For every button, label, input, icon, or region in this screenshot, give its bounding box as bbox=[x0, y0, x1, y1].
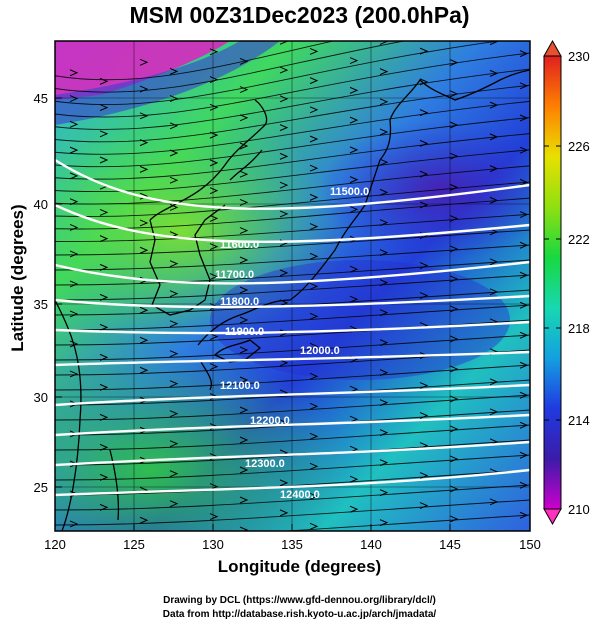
x-tick-label: 120 bbox=[44, 537, 66, 552]
contour-label: 12400.0 bbox=[280, 489, 320, 501]
contour-label: 12300.0 bbox=[245, 458, 285, 470]
footer-credit-drawing: Drawing by DCL (https://www.gfd-dennou.o… bbox=[163, 595, 436, 606]
contour-line bbox=[55, 413, 530, 437]
x-axis-label: Longitude (degrees) bbox=[217, 557, 382, 576]
contour-label: 11700.0 bbox=[215, 269, 254, 281]
contour-line bbox=[55, 203, 530, 243]
contour-label: 12000.0 bbox=[300, 345, 340, 357]
lat-lon-grid bbox=[55, 41, 530, 531]
x-tick-label: 150 bbox=[519, 537, 541, 552]
chart-title: MSM 00Z31Dec2023 (200.0hPa) bbox=[129, 2, 470, 28]
contour-label: 11600.0 bbox=[220, 239, 259, 251]
colorbar-tick-label: 214 bbox=[568, 413, 590, 428]
x-tick-label: 145 bbox=[439, 537, 461, 552]
contour-label: 12200.0 bbox=[250, 415, 290, 427]
colorbar-tick-label: 230 bbox=[568, 49, 590, 64]
contour-label: 11800.0 bbox=[220, 296, 259, 308]
contour-line bbox=[55, 350, 530, 367]
y-tick-label: 40 bbox=[34, 197, 48, 212]
x-tick-label: 130 bbox=[202, 537, 224, 552]
y-tick-label: 30 bbox=[34, 390, 48, 405]
colorbar-tick-label: 226 bbox=[568, 139, 590, 154]
contour-line bbox=[55, 383, 530, 407]
y-tick-label: 45 bbox=[34, 91, 48, 106]
colorbar: 230 226 222 218 214 210 bbox=[543, 39, 590, 526]
footer-credit-data: Data from http://database.rish.kyoto-u.a… bbox=[162, 609, 437, 620]
y-axis-ticks: 25 30 35 40 45 bbox=[34, 91, 62, 495]
x-axis-ticks: 120 125 130 135 140 145 150 bbox=[44, 524, 541, 552]
colorbar-tick-label: 210 bbox=[568, 502, 590, 517]
x-tick-label: 135 bbox=[281, 537, 303, 552]
y-tick-label: 35 bbox=[34, 297, 48, 312]
contour-line bbox=[55, 468, 530, 497]
colorbar-tick-label: 222 bbox=[568, 232, 590, 247]
map-plot-area: 11500.0 11600.0 11700.0 11800.0 11900.0 12000… bbox=[55, 41, 530, 531]
contour-label: 11500.0 bbox=[330, 186, 369, 198]
contour-line bbox=[55, 320, 530, 335]
contour-line bbox=[55, 294, 530, 309]
x-tick-label: 140 bbox=[360, 537, 382, 552]
contour-line bbox=[55, 158, 530, 210]
contour-label: 11900.0 bbox=[225, 326, 264, 338]
geopotential-contours: 11500.0 11600.0 11700.0 11800.0 11900.0 12000… bbox=[55, 158, 530, 501]
colorbar-min-triangle bbox=[543, 508, 562, 526]
colorbar-tick-label: 218 bbox=[568, 321, 590, 336]
contour-line bbox=[55, 440, 530, 467]
y-tick-label: 25 bbox=[34, 480, 48, 495]
contour-label: 12100.0 bbox=[220, 380, 260, 392]
contour-line bbox=[55, 260, 530, 285]
x-tick-label: 125 bbox=[123, 537, 145, 552]
colorbar-max-triangle bbox=[543, 39, 562, 57]
